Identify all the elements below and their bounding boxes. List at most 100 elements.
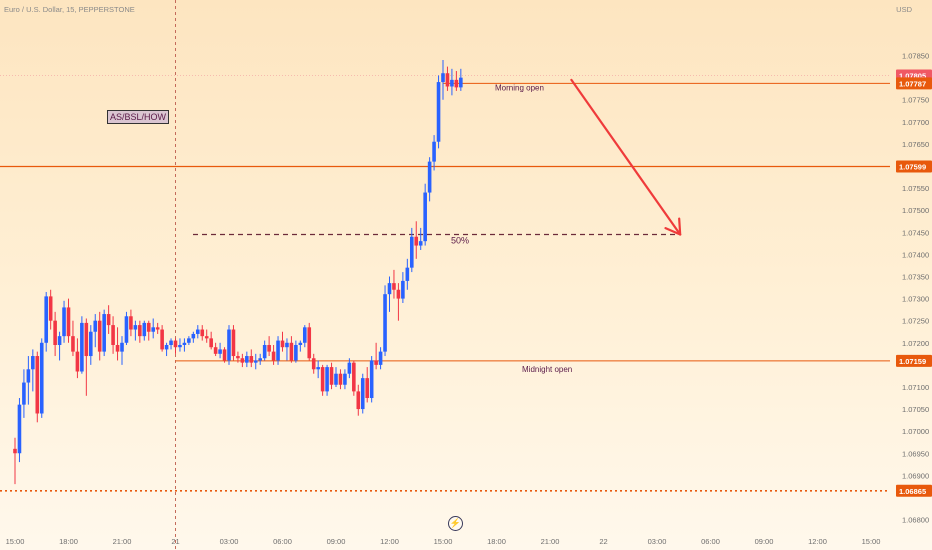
price-axis-tick: 1.07550 xyxy=(902,184,929,193)
candle-body xyxy=(44,296,49,343)
currency-label: USD xyxy=(896,5,912,14)
candle-body xyxy=(31,356,35,370)
price-axis-tick: 1.06950 xyxy=(902,449,929,458)
candle-body xyxy=(294,344,298,361)
candle-body xyxy=(129,316,133,330)
candle-body xyxy=(75,351,80,372)
candle-body xyxy=(387,283,392,295)
price-axis-tick: 1.07100 xyxy=(902,383,929,392)
candle-body xyxy=(253,360,258,363)
candle-body xyxy=(209,338,213,348)
time-axis-tick: 22 xyxy=(599,537,607,546)
time-axis-tick: 03:00 xyxy=(648,537,667,546)
candle-body xyxy=(409,236,414,268)
candle-body xyxy=(236,356,240,359)
candle-body xyxy=(289,342,294,361)
time-axis-tick: 15:00 xyxy=(6,537,25,546)
time-axis-tick: 21:00 xyxy=(113,537,132,546)
price-tag xyxy=(896,77,932,90)
price-axis-tick: 1.07000 xyxy=(902,427,929,436)
candle-body xyxy=(454,79,459,88)
candle-body xyxy=(182,342,187,345)
time-axis-tick: 06:00 xyxy=(273,537,292,546)
candle-body xyxy=(17,404,22,454)
time-axis-tick: 03:00 xyxy=(220,537,239,546)
candle-body xyxy=(311,358,316,370)
annotation-box[interactable]: AS/BSL/HOW xyxy=(107,110,170,124)
candle-body xyxy=(88,331,93,357)
candle-body xyxy=(441,73,445,83)
candle-body xyxy=(222,349,227,361)
candle-body xyxy=(142,322,147,337)
candle-body xyxy=(191,333,196,339)
price-tag xyxy=(896,354,932,367)
price-axis-tick: 1.06800 xyxy=(902,516,929,525)
time-axis-tick: 12:00 xyxy=(808,537,827,546)
price-tag-label: 1.07599 xyxy=(899,162,926,171)
candle-body xyxy=(280,340,285,348)
price-axis-tick: 1.07750 xyxy=(902,96,929,105)
candle-body xyxy=(227,329,231,361)
symbol-header: Euro / U.S. Dollar, 15, PEPPERSTONE xyxy=(4,5,135,14)
candle-body xyxy=(307,327,312,359)
candle-body xyxy=(414,236,419,246)
time-axis-tick: 21:00 xyxy=(541,537,560,546)
candle-body xyxy=(436,82,441,142)
candle-body xyxy=(240,358,245,363)
candle-body xyxy=(392,283,396,290)
candle-body xyxy=(276,340,280,361)
candle-body xyxy=(271,351,276,361)
candle-body xyxy=(249,356,254,363)
candle-body xyxy=(173,340,178,348)
candle-body xyxy=(133,325,138,330)
candle-body xyxy=(200,329,205,337)
candle-body xyxy=(102,314,106,352)
candle-body xyxy=(316,367,320,370)
projection-arrow xyxy=(570,78,682,236)
candle-body xyxy=(120,342,124,352)
midnight-open-label: Midnight open xyxy=(522,365,572,374)
candle-body xyxy=(169,340,173,345)
candle-body xyxy=(160,329,164,350)
candle-body xyxy=(93,320,98,332)
candle-body xyxy=(459,77,463,88)
price-tag-label: 1.07159 xyxy=(899,357,926,366)
candle-body xyxy=(106,314,111,326)
candle-body xyxy=(204,336,209,339)
fib-50-label: 50% xyxy=(451,236,469,246)
candle-body xyxy=(213,347,218,354)
candle-body xyxy=(325,367,329,392)
candle-body xyxy=(450,79,454,87)
candle-body xyxy=(22,382,26,405)
price-axis-tick: 1.07200 xyxy=(902,339,929,348)
lightning-bolt-icon[interactable]: ⚡ xyxy=(448,516,463,531)
time-axis-tick: 09:00 xyxy=(327,537,346,546)
price-axis-tick: 1.07400 xyxy=(902,250,929,259)
candle-body xyxy=(66,307,71,337)
candle-body xyxy=(369,360,374,399)
candle-body xyxy=(338,373,343,385)
price-tag-label: 1.07787 xyxy=(899,79,926,88)
candle-body xyxy=(383,294,387,352)
candle-body xyxy=(138,325,142,337)
price-axis-tick: 1.07650 xyxy=(902,140,929,149)
candle-body xyxy=(365,378,370,399)
candle-body xyxy=(245,356,249,363)
candle-body xyxy=(396,289,401,299)
candle-body xyxy=(401,280,405,299)
candle-body xyxy=(35,356,40,414)
candle-body xyxy=(84,322,89,357)
price-axis-tick: 1.07450 xyxy=(902,228,929,237)
time-axis-tick: 15:00 xyxy=(862,537,881,546)
price-tag-label: 1.07805 xyxy=(899,71,926,80)
candle-body xyxy=(151,327,156,332)
candle-body xyxy=(258,358,263,361)
candle-body xyxy=(356,391,361,410)
time-axis-tick: 21 xyxy=(171,537,179,546)
candle-body xyxy=(343,373,347,385)
time-axis-tick: 18:00 xyxy=(487,537,506,546)
candle-body xyxy=(39,342,44,414)
candle-body xyxy=(57,336,62,345)
